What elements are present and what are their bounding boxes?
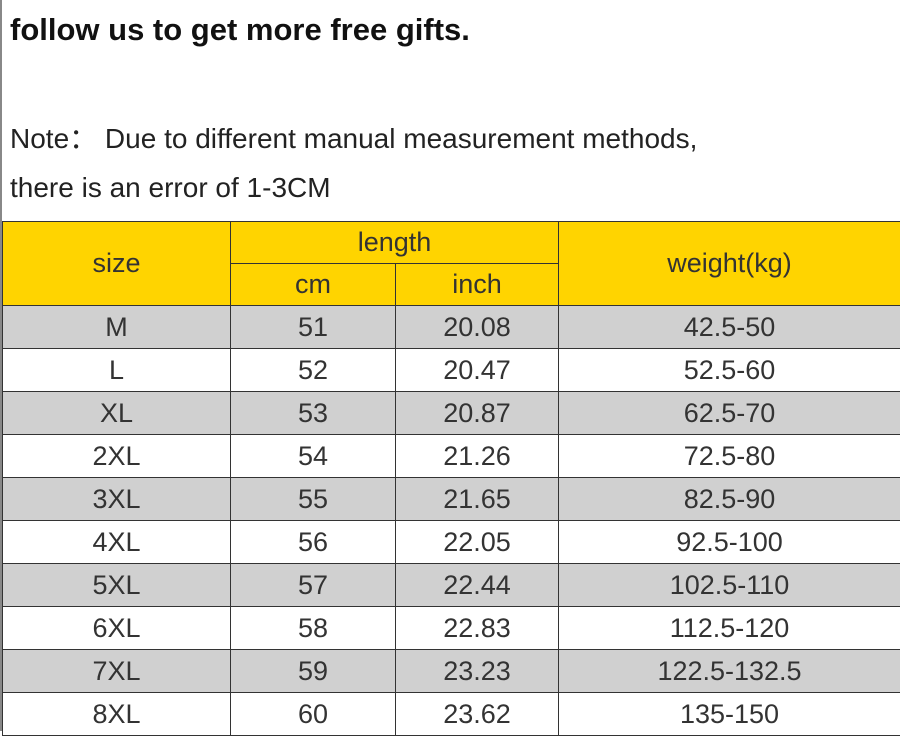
header-cell: inch bbox=[396, 264, 559, 306]
table-cell: 22.83 bbox=[396, 607, 559, 650]
table-cell: 56 bbox=[231, 521, 396, 564]
table-cell: 58 bbox=[231, 607, 396, 650]
table-cell: 20.08 bbox=[396, 306, 559, 349]
table-cell: 42.5-50 bbox=[559, 306, 900, 349]
table-cell: M bbox=[3, 306, 231, 349]
table-cell: 112.5-120 bbox=[559, 607, 900, 650]
header-cell: weight(kg) bbox=[559, 222, 900, 306]
table-cell: L bbox=[3, 349, 231, 392]
table-cell: 52 bbox=[231, 349, 396, 392]
table-cell: 2XL bbox=[3, 435, 231, 478]
table-cell: 82.5-90 bbox=[559, 478, 900, 521]
table-cell: 102.5-110 bbox=[559, 564, 900, 607]
note-line: Note： Due to different manual measuremen… bbox=[10, 117, 697, 157]
table-cell: 59 bbox=[231, 650, 396, 693]
table-cell: 55 bbox=[231, 478, 396, 521]
table-cell: 53 bbox=[231, 392, 396, 435]
table-cell: 135-150 bbox=[559, 693, 900, 736]
table-cell: 5XL bbox=[3, 564, 231, 607]
table-cell: 72.5-80 bbox=[559, 435, 900, 478]
table-cell: 23.23 bbox=[396, 650, 559, 693]
table-cell: 62.5-70 bbox=[559, 392, 900, 435]
table-cell: 122.5-132.5 bbox=[559, 650, 900, 693]
table-cell: 21.65 bbox=[396, 478, 559, 521]
header-cell: length bbox=[231, 222, 559, 264]
table-cell: 20.47 bbox=[396, 349, 559, 392]
table-cell: 6XL bbox=[3, 607, 231, 650]
header-row: size length weight(kg) bbox=[3, 222, 900, 264]
table-cell: 54 bbox=[231, 435, 396, 478]
table-cell: 20.87 bbox=[396, 392, 559, 435]
table-cell: 60 bbox=[231, 693, 396, 736]
table-cell: 57 bbox=[231, 564, 396, 607]
table-cell: 21.26 bbox=[396, 435, 559, 478]
header-cell: cm bbox=[231, 264, 396, 306]
table-cell: 7XL bbox=[3, 650, 231, 693]
table-cell: 8XL bbox=[3, 693, 231, 736]
note-line: there is an error of 1-3CM bbox=[10, 172, 331, 204]
title: follow us to get more free gifts. bbox=[10, 12, 470, 48]
table-cell: 52.5-60 bbox=[559, 349, 900, 392]
table-cell: 4XL bbox=[3, 521, 231, 564]
table-cell: 22.44 bbox=[396, 564, 559, 607]
table-cell: 92.5-100 bbox=[559, 521, 900, 564]
table-cell: 23.62 bbox=[396, 693, 559, 736]
table-cell: 3XL bbox=[3, 478, 231, 521]
table-cell: 51 bbox=[231, 306, 396, 349]
header-cell: size bbox=[3, 222, 231, 306]
table-cell: 22.05 bbox=[396, 521, 559, 564]
table-cell: XL bbox=[3, 392, 231, 435]
